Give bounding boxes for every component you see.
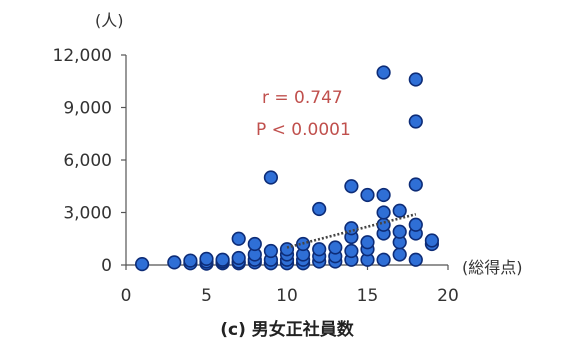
data-point xyxy=(312,242,327,257)
data-point xyxy=(392,224,407,239)
data-point xyxy=(408,177,423,192)
data-point xyxy=(408,114,423,129)
y-axis-unit-label: (人) xyxy=(95,11,124,30)
y-tick-label: 6,000 xyxy=(63,151,112,171)
x-tick-label: 15 xyxy=(357,286,379,306)
x-axis-unit-label: (総得点) xyxy=(462,258,523,277)
data-point xyxy=(376,65,391,80)
p-value-annotation: P < 0.0001 xyxy=(256,120,351,140)
data-point xyxy=(135,257,150,272)
chart-caption: (c) 男女正社員数 xyxy=(220,319,355,340)
y-tick-label: 0 xyxy=(101,256,112,276)
x-tick-label: 0 xyxy=(121,286,132,306)
data-point xyxy=(344,179,359,194)
data-point xyxy=(344,243,359,259)
y-tick-label: 3,000 xyxy=(63,204,112,224)
data-point xyxy=(376,252,391,267)
data-point xyxy=(408,72,423,87)
data-point xyxy=(392,203,407,218)
data-point xyxy=(376,187,391,203)
points-layer xyxy=(135,65,440,272)
data-point xyxy=(183,253,198,268)
data-point xyxy=(167,255,182,270)
x-tick-label: 20 xyxy=(437,286,459,306)
data-point xyxy=(247,236,262,252)
data-point xyxy=(392,247,407,262)
data-point xyxy=(328,240,343,255)
data-point xyxy=(360,235,375,250)
data-point xyxy=(312,201,327,217)
data-point xyxy=(376,205,391,220)
data-point xyxy=(199,251,214,266)
y-tick-label: 9,000 xyxy=(63,99,112,119)
correlation-annotation: r = 0.747 xyxy=(262,88,343,108)
data-point xyxy=(279,242,295,257)
x-tick-label: 10 xyxy=(276,286,298,306)
data-point xyxy=(360,187,375,203)
data-point xyxy=(215,252,230,267)
y-tick-label: 12,000 xyxy=(53,46,112,66)
x-tick-label: 5 xyxy=(201,286,212,306)
data-point xyxy=(263,170,279,185)
data-point xyxy=(231,231,246,246)
tick-labels-layer: 0 3,000 6,000 9,000 12,000 0 5 10 15 20 xyxy=(53,46,459,306)
data-point xyxy=(424,233,440,248)
data-point xyxy=(408,217,423,232)
data-point xyxy=(408,252,423,267)
data-point xyxy=(231,250,246,266)
data-point xyxy=(263,243,279,259)
